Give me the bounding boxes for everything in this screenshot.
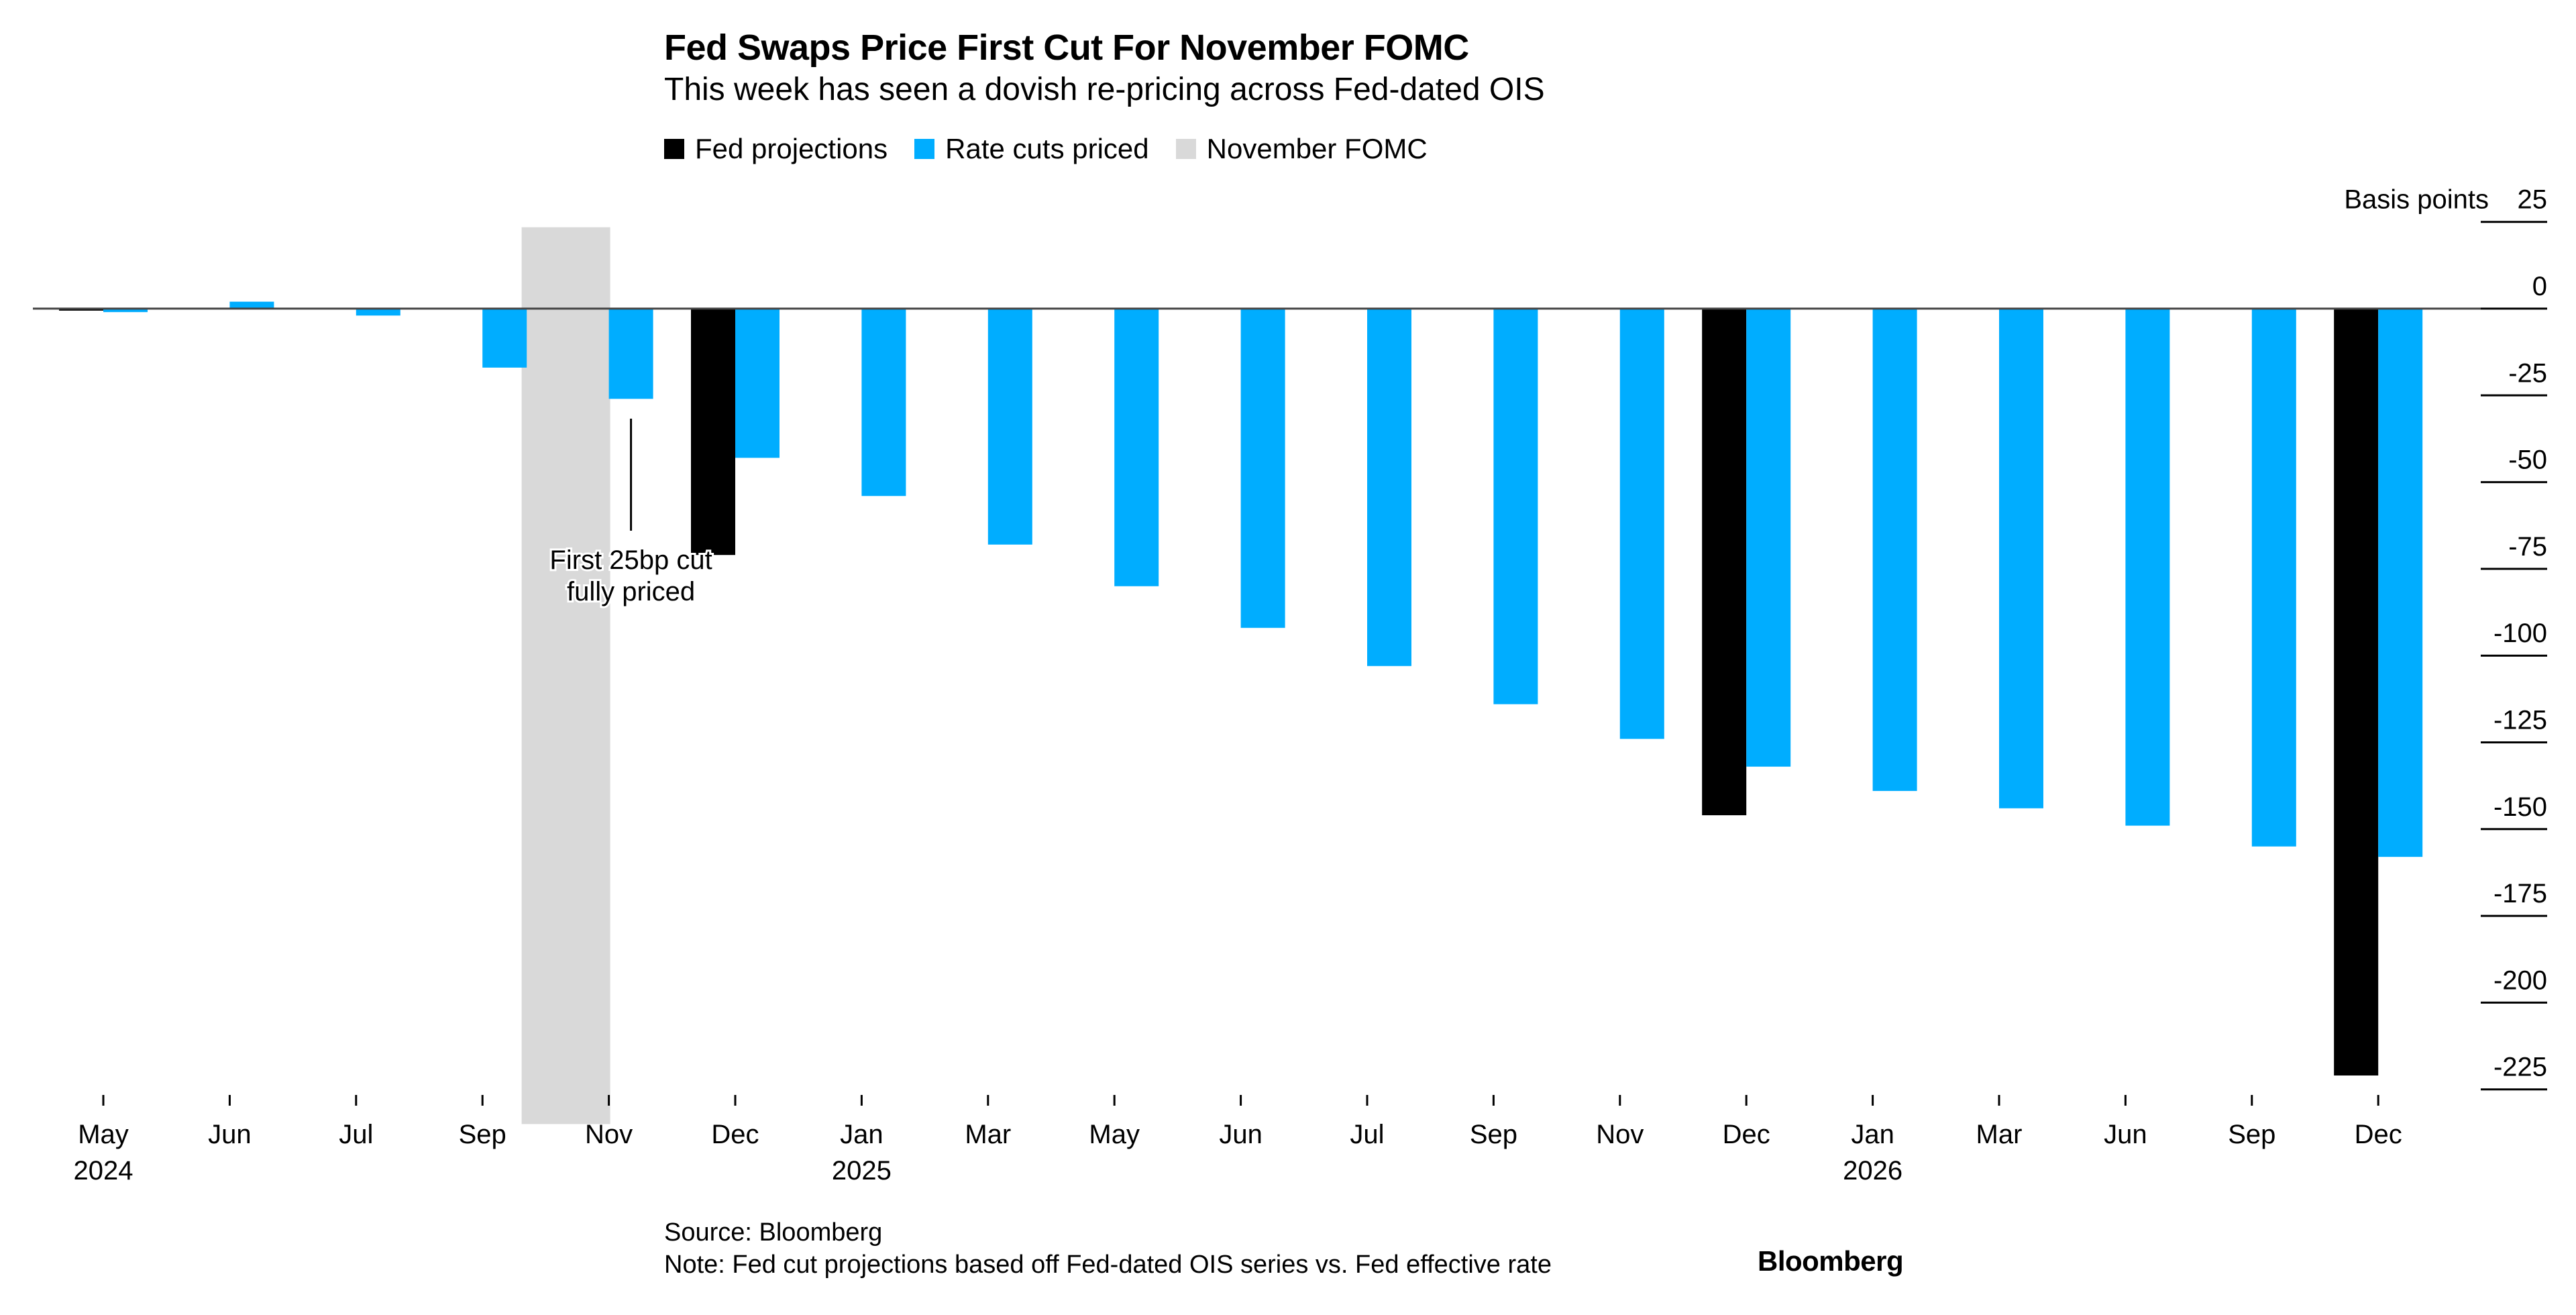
bar-rate-cuts-priced [2125,309,2170,826]
y-tick-label: -75 [2508,532,2547,562]
y-tick-label: -200 [2493,965,2547,995]
x-tick-label: Jan [1851,1120,1894,1149]
note-text: Note: Fed cut projections based off Fed-… [664,1251,1552,1279]
y-tick-label: -100 [2493,619,2547,648]
chart-subtitle: This week has seen a dovish re-pricing a… [664,72,1545,107]
legend-label: Rate cuts priced [945,133,1149,164]
bar-rate-cuts-priced [1999,309,2043,808]
x-tick-label: Jul [339,1120,373,1149]
annotation-text-line1: First 25bp cut [549,545,712,575]
x-tick-label: Dec [2355,1120,2402,1149]
x-tick-label: Nov [1596,1120,1644,1149]
legend: Fed projections Rate cuts priced Novembe… [664,133,1428,165]
x-tick-label: Mar [1976,1120,2023,1149]
x-tick-label: May [1089,1120,1140,1149]
bloomberg-logo: Bloomberg [1758,1245,1904,1277]
bar-fed-projections [2334,309,2379,1076]
bar-rate-cuts-priced [1114,309,1159,586]
legend-swatch-blue [914,139,935,159]
y-tick-label: -175 [2493,879,2547,908]
x-tick-label: Jun [2104,1120,2147,1149]
bar-rate-cuts-priced [1493,309,1538,704]
x-tick-label: Sep [2228,1120,2275,1149]
bar-rate-cuts-priced [1746,309,1791,767]
source-text: Source: Bloomberg [664,1218,883,1247]
y-tick-label: -25 [2508,358,2547,388]
x-tick-label: Mar [965,1120,1011,1149]
x-tick-label: May [78,1120,129,1149]
bar-rate-cuts-priced [2378,309,2423,857]
y-tick-label: -50 [2508,445,2547,475]
y-tick-label: 0 [2532,272,2547,301]
legend-item-fed-projections: Fed projections [664,133,888,165]
x-tick-label: Nov [585,1120,633,1149]
x-tick-label: Dec [711,1120,759,1149]
bar-rate-cuts-priced [608,309,653,399]
legend-swatch-grey [1175,139,1196,159]
x-year-label: 2025 [832,1156,892,1186]
bar-rate-cuts-priced [356,309,400,316]
legend-label: Fed projections [695,133,888,164]
x-year-label: 2026 [1843,1156,1902,1186]
y-tick-label: 25 [2518,185,2548,215]
bar-rate-cuts-priced [861,309,906,496]
x-tick-label: Jul [1350,1120,1384,1149]
bar-rate-cuts-priced [987,309,1032,545]
x-year-label: 2024 [74,1156,133,1186]
bar-fed-projections [1702,309,1747,816]
x-tick-label: Jun [208,1120,252,1149]
x-tick-label: Dec [1723,1120,1770,1149]
legend-item-rate-cuts-priced: Rate cuts priced [914,133,1149,165]
bar-rate-cuts-priced [1619,309,1664,739]
annotation-text-line2: fully priced [567,577,695,607]
bar-rate-cuts-priced [103,309,148,313]
bar-rate-cuts-priced [735,309,780,458]
chart-title: Fed Swaps Price First Cut For November F… [664,28,1469,68]
legend-label: November FOMC [1206,133,1428,164]
x-tick-label: Sep [1470,1120,1517,1149]
bar-rate-cuts-priced [2251,309,2296,847]
x-tick-label: Jun [1219,1120,1263,1149]
y-tick-label: -150 [2493,792,2547,822]
bar-rate-cuts-priced [1240,309,1285,628]
y-tick-label: -125 [2493,706,2547,735]
y-axis-label: Basis points [2344,185,2489,215]
legend-swatch-black [664,139,684,159]
x-tick-label: Sep [459,1120,506,1149]
bar-rate-cuts-priced [1872,309,1917,791]
bar-rate-cuts-priced [229,301,274,309]
bar-fed-projections [691,309,735,556]
legend-item-november-fomc: November FOMC [1175,133,1428,165]
bar-rate-cuts-priced [1367,309,1411,666]
x-tick-label: Jan [840,1120,883,1149]
y-tick-label: -225 [2493,1053,2547,1082]
highlight-band-november-fomc [521,227,610,1124]
bar-rate-cuts-priced [482,309,527,368]
